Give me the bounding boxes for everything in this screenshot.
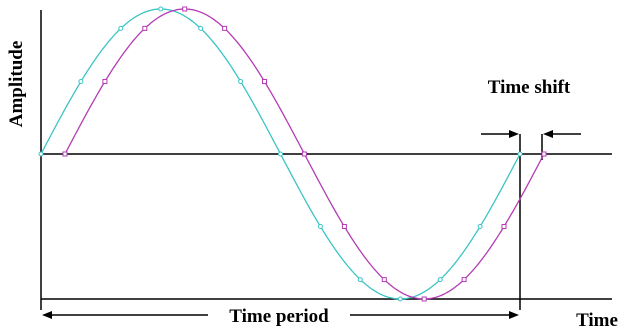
shifted-wave-point (262, 79, 267, 84)
shifted-wave-markers (62, 6, 547, 302)
reference-wave-point (477, 224, 483, 229)
reference-wave-point (278, 151, 283, 157)
shifted-wave-point (341, 224, 347, 229)
shifted-wave-point (461, 277, 467, 283)
shifted-wave-point (381, 277, 387, 283)
shifted-wave-point (501, 224, 507, 229)
shifted-wave-point (182, 6, 188, 12)
reference-wave-point (517, 151, 523, 157)
reference-wave-point (118, 25, 124, 31)
reference-wave-point (317, 224, 323, 229)
reference-wave-point (397, 296, 403, 302)
time-shift-label: Time shift (488, 77, 571, 98)
shifted-wave-point (62, 151, 68, 157)
time-shift-left-arrow-head (509, 130, 519, 138)
shifted-wave-point (421, 296, 427, 302)
y-axis-label: Amplitude (6, 41, 27, 128)
shifted-wave-point (541, 151, 547, 157)
time-period-arrow-left-head (42, 311, 52, 319)
time-period-arrow (42, 311, 519, 319)
time-shift-arrows (481, 130, 581, 138)
reference-wave-point (357, 277, 363, 283)
reference-wave-point (38, 151, 44, 157)
reference-wave-markers (38, 6, 523, 302)
time-period-arrow-right-head (509, 311, 519, 319)
time-shift-right-arrow-head (543, 130, 553, 138)
shifted-wave-point (142, 25, 148, 31)
reference-wave-point (158, 6, 164, 12)
reference-wave-point (198, 25, 204, 31)
shifted-wave-point (222, 25, 228, 31)
reference-wave-point (437, 277, 443, 283)
time-period-label: Time period (229, 306, 329, 327)
reference-wave-point (78, 79, 84, 84)
shifted-wave-point (301, 151, 307, 157)
reference-wave-point (238, 79, 244, 84)
x-axis-label: Time (576, 310, 618, 330)
shifted-wave-point (102, 79, 108, 84)
